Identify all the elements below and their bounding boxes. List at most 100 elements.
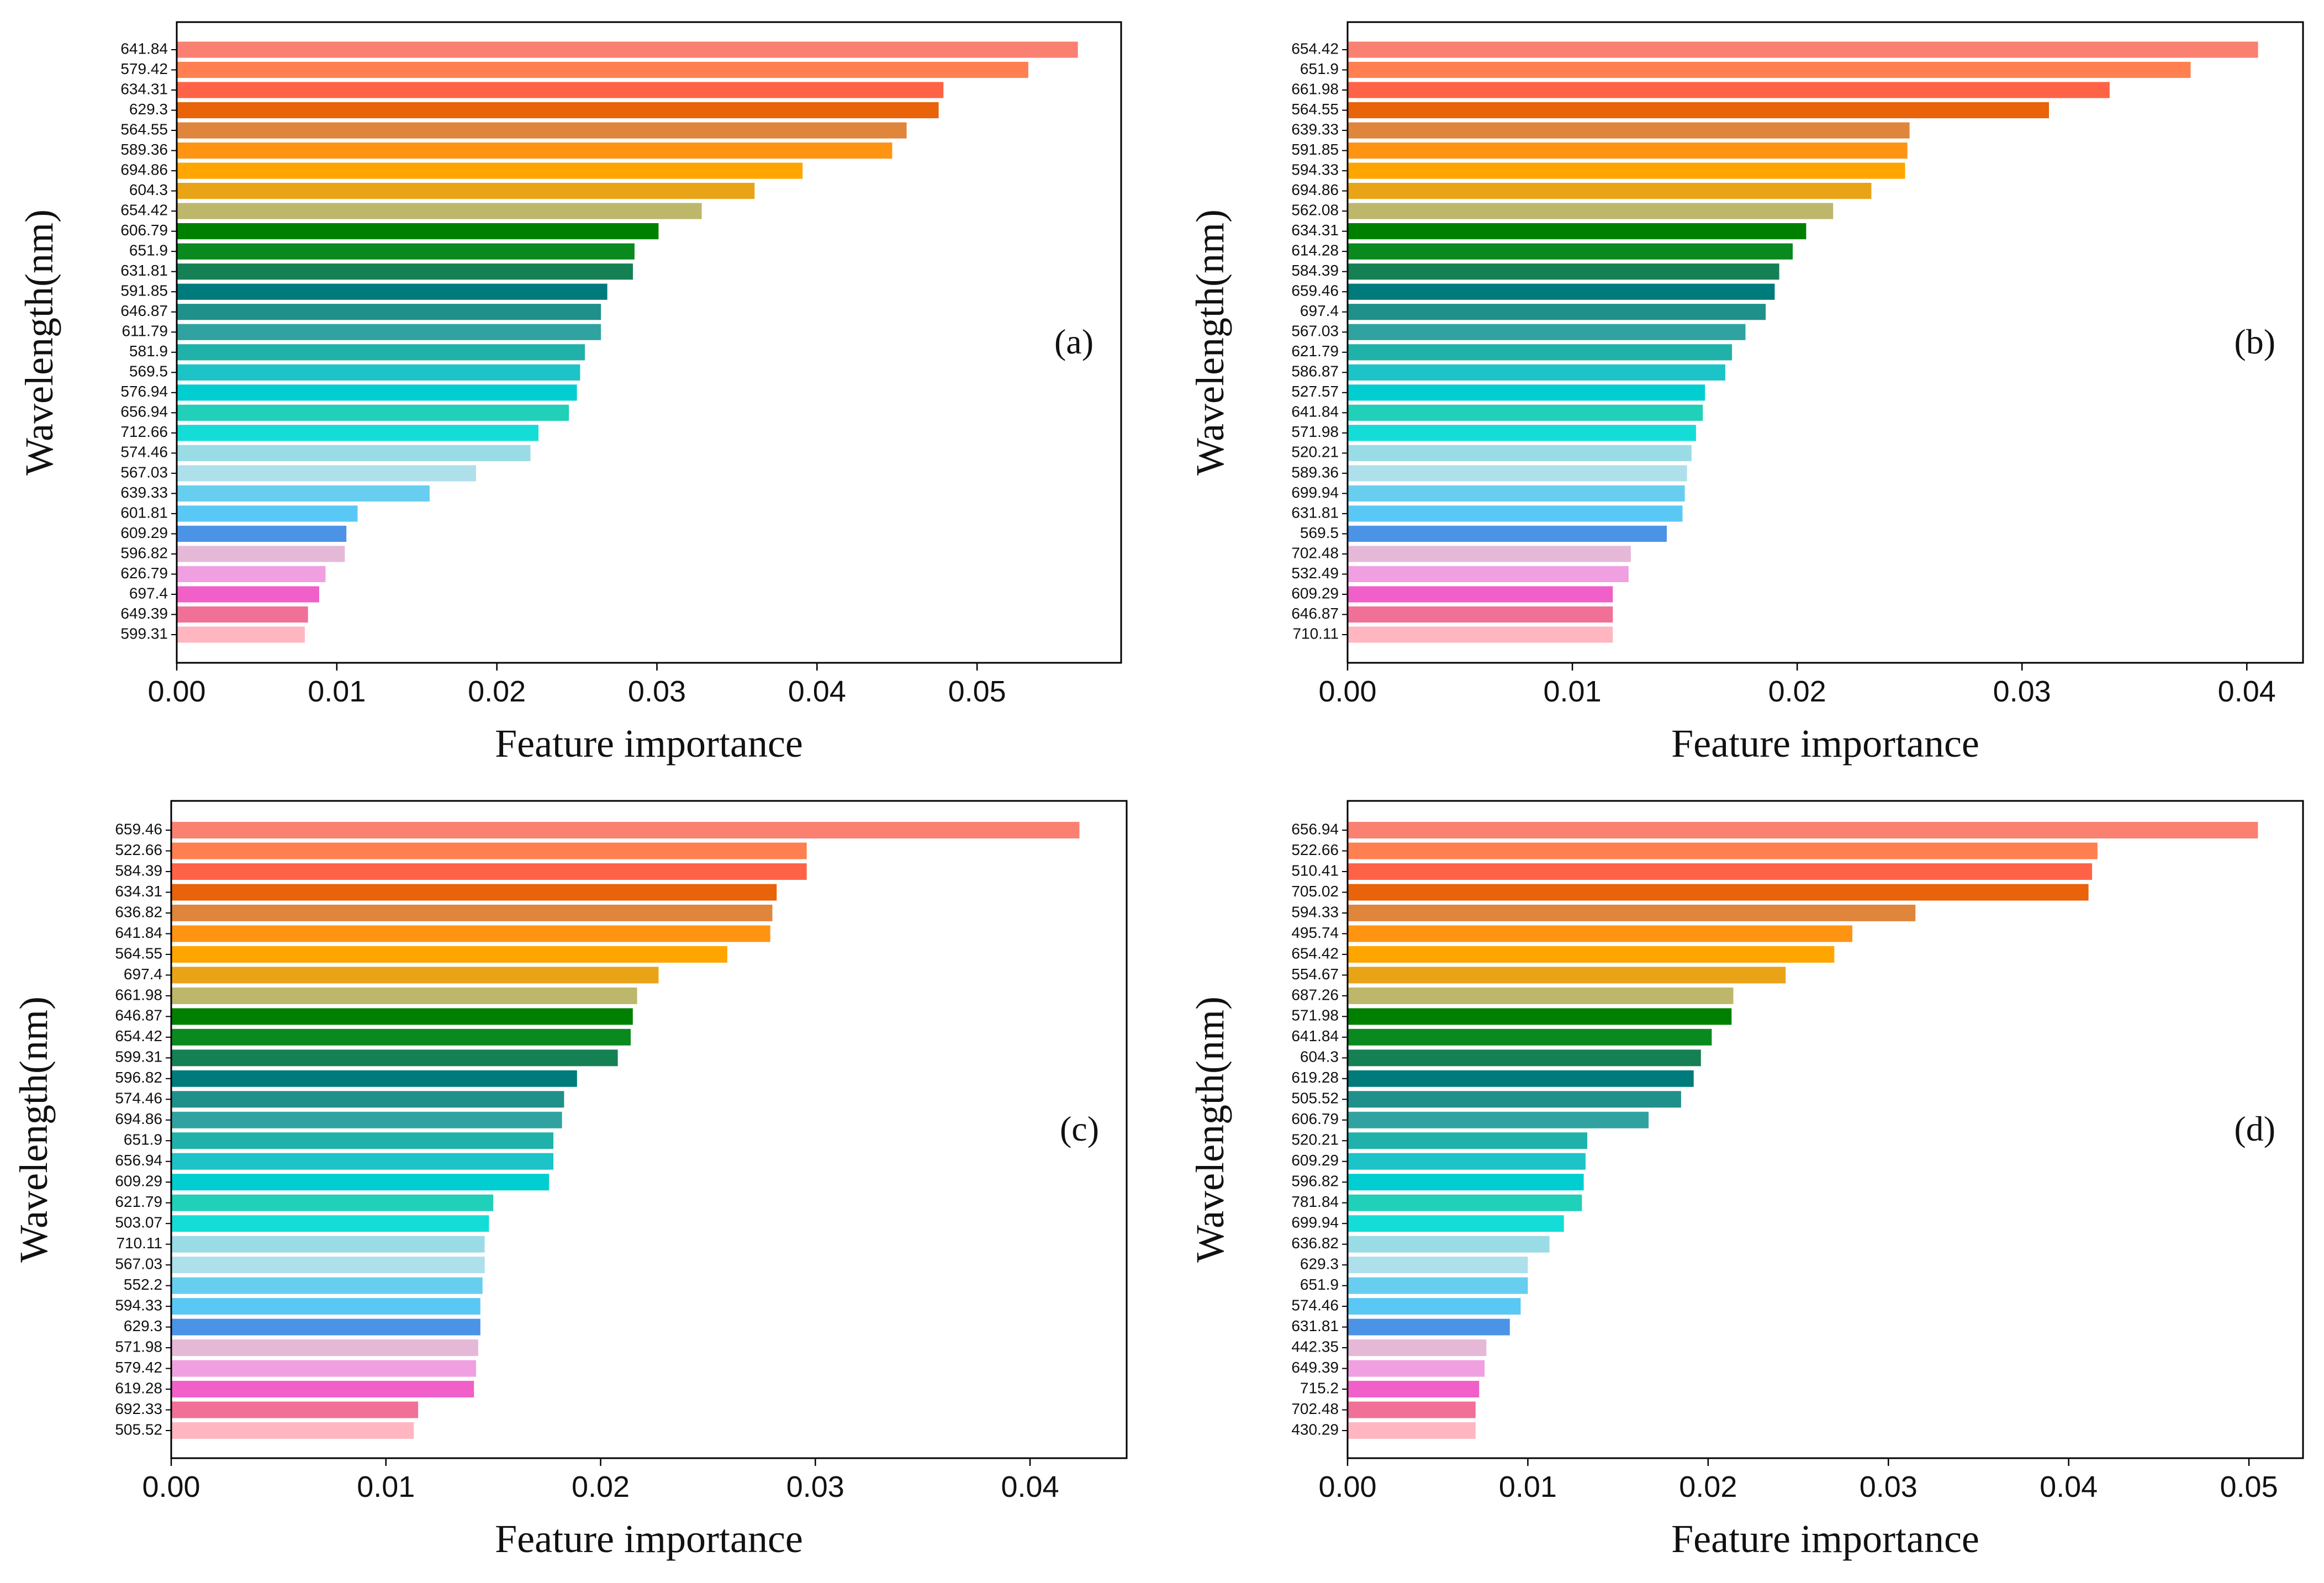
bar-29 xyxy=(1348,1401,1476,1418)
y-tick-label: 596.82 xyxy=(120,544,168,561)
y-tick-label: 656.94 xyxy=(120,403,168,420)
bar-23 xyxy=(1348,1277,1528,1294)
chart-panel-a: 641.84 579.42 634.31 629.3 564.55 589.36 694.8… xyxy=(17,21,1122,766)
y-tick-label: 712.66 xyxy=(120,423,168,440)
y-tick-label: 564.55 xyxy=(115,944,162,962)
y-tick-label: 599.31 xyxy=(115,1048,162,1065)
y-tick-label: 639.33 xyxy=(120,484,168,501)
bar-25 xyxy=(1348,525,1667,542)
y-tick-label: 651.9 xyxy=(1300,60,1339,77)
bar-27 xyxy=(177,566,326,582)
panel-label: (b) xyxy=(2234,322,2275,361)
bar-17 xyxy=(1348,1153,1586,1170)
x-tick-label: 0.02 xyxy=(1679,1470,1737,1503)
bar-10 xyxy=(177,223,659,240)
y-tick-label: 571.98 xyxy=(1291,1007,1339,1024)
x-tick-label: 0.04 xyxy=(2218,675,2276,708)
y-tick-label: 699.94 xyxy=(1291,1214,1339,1231)
bar-12 xyxy=(171,1049,618,1067)
y-tick-label: 567.03 xyxy=(1291,323,1339,340)
bar-27 xyxy=(1348,1360,1485,1377)
y-tick-label: 591.85 xyxy=(1291,141,1339,158)
y-tick-label: 520.21 xyxy=(1291,444,1339,461)
y-tick-label: 520.21 xyxy=(1291,1131,1339,1148)
bar-13 xyxy=(177,283,608,300)
y-tick-label: 715.2 xyxy=(1300,1379,1339,1396)
x-tick-label: 0.05 xyxy=(2220,1470,2278,1503)
x-axis-label: Feature importance xyxy=(1671,1517,1979,1561)
y-tick-label: 594.33 xyxy=(115,1296,162,1313)
y-tick-label: 641.84 xyxy=(1291,1027,1339,1044)
y-tick-label: 619.28 xyxy=(1291,1069,1339,1086)
y-tick-label: 651.9 xyxy=(1300,1276,1339,1293)
y-tick-label: 591.85 xyxy=(120,282,168,299)
bar-7 xyxy=(171,946,727,963)
bar-17 xyxy=(171,1153,553,1170)
x-tick-label: 0.00 xyxy=(147,675,205,708)
y-tick-label: 636.82 xyxy=(115,903,162,920)
y-tick-label: 634.31 xyxy=(120,80,168,97)
y-tick-label: 569.5 xyxy=(1300,524,1339,541)
bar-5 xyxy=(177,122,907,139)
y-tick-label: 631.81 xyxy=(1291,504,1339,521)
y-tick-label: 781.84 xyxy=(1291,1193,1339,1210)
bar-26 xyxy=(171,1339,478,1357)
chart-panel-d: 656.94 522.66 510.41 705.02 594.33 495.74 654.… xyxy=(1188,800,2304,1561)
y-tick-label: 567.03 xyxy=(115,1255,162,1273)
bar-12 xyxy=(177,263,633,280)
bar-19 xyxy=(177,404,569,421)
x-axis-label: Feature importance xyxy=(495,721,803,766)
y-tick-label: 579.42 xyxy=(120,60,168,77)
bar-28 xyxy=(1348,1381,1480,1397)
y-tick-label: 576.94 xyxy=(120,383,168,400)
y-axis-label: Wavelength(nm) xyxy=(12,996,56,1263)
y-tick-label: 584.39 xyxy=(115,862,162,879)
y-tick-label: 527.57 xyxy=(1291,383,1339,400)
y-tick-label: 532.49 xyxy=(1291,564,1339,582)
y-tick-label: 692.33 xyxy=(115,1400,162,1417)
y-tick-label: 651.9 xyxy=(129,242,168,259)
y-tick-label: 626.79 xyxy=(120,564,168,582)
y-tick-label: 562.08 xyxy=(1291,202,1339,219)
bar-16 xyxy=(171,1132,553,1149)
bar-18 xyxy=(171,1174,550,1191)
y-tick-label: 634.31 xyxy=(115,883,162,900)
bar-7 xyxy=(1348,162,1905,179)
y-tick-label: 629.3 xyxy=(124,1317,162,1334)
y-tick-label: 606.79 xyxy=(1291,1110,1339,1127)
x-tick-label: 0.03 xyxy=(1993,675,2051,708)
bar-19 xyxy=(1348,404,1703,421)
bar-8 xyxy=(171,967,659,984)
y-tick-label: 631.81 xyxy=(120,262,168,279)
bar-24 xyxy=(171,1298,480,1315)
bar-26 xyxy=(1348,546,1631,562)
bar-5 xyxy=(1348,904,1916,921)
bar-18 xyxy=(1348,384,1705,401)
bar-24 xyxy=(1348,505,1683,522)
bar-21 xyxy=(1348,445,1692,461)
y-axis-label: Wavelength(nm) xyxy=(1188,996,1232,1263)
bar-6 xyxy=(1348,925,1852,942)
y-tick-label: 654.42 xyxy=(1291,944,1339,962)
bar-28 xyxy=(177,586,319,603)
bar-11 xyxy=(171,1028,631,1046)
y-tick-label: 621.79 xyxy=(1291,342,1339,360)
x-tick-label: 0.04 xyxy=(2040,1470,2098,1503)
bar-23 xyxy=(171,1277,483,1294)
y-tick-label: 522.66 xyxy=(1291,841,1339,858)
x-tick-label: 0.01 xyxy=(1544,675,1602,708)
bar-22 xyxy=(1348,1257,1528,1274)
bar-3 xyxy=(177,82,944,98)
y-tick-label: 604.3 xyxy=(129,181,168,198)
bar-24 xyxy=(177,505,358,522)
y-tick-label: 601.81 xyxy=(120,504,168,521)
y-tick-label: 554.67 xyxy=(1291,965,1339,983)
y-tick-label: 621.79 xyxy=(115,1193,162,1210)
bar-11 xyxy=(1348,1028,1712,1046)
x-tick-label: 0.00 xyxy=(1318,675,1376,708)
y-tick-label: 574.46 xyxy=(115,1090,162,1107)
y-tick-label: 584.39 xyxy=(1291,262,1339,279)
chart-panel-b: 654.42 651.9 661.98 564.55 639.33 591.85 594.3… xyxy=(1188,21,2304,766)
bar-4 xyxy=(177,102,939,119)
x-tick-label: 0.01 xyxy=(308,675,366,708)
